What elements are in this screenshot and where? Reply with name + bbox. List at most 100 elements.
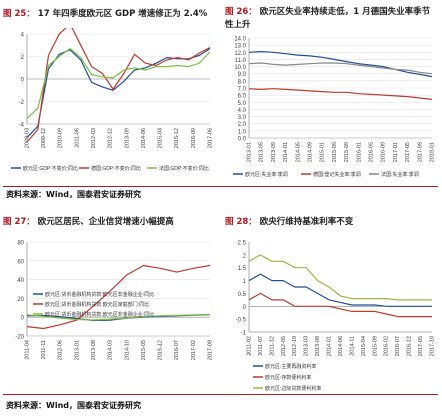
y-tick-label: -2: [19, 100, 25, 106]
x-tick-label: 2015-04: [361, 336, 367, 356]
chart-area: 14.0 13.0 12.0 11.0 10.0 9.0 8.0 7.0 6.0 5.0 4.0 3.…: [225, 34, 438, 184]
source-note-top: 资料来源：Wind，国泰君安证券研究: [6, 190, 141, 199]
x-tick-label: 2012-12: [108, 128, 114, 148]
series-line: [26, 313, 211, 321]
x-tick-label: 2018-01: [429, 142, 435, 162]
x-tick-label: 2015-01: [320, 142, 326, 162]
x-tick-label: 2012-06: [58, 340, 64, 360]
y-tick-label: 4.0: [238, 108, 247, 114]
x-tick-label: 2017-05: [405, 142, 411, 162]
y-tick-label: 6.0: [238, 94, 247, 100]
chart-svg: 14.013.012.011.010.09.08.0 7.06.05.04.03.…: [233, 37, 435, 178]
y-tick-label: 9.0: [238, 72, 247, 78]
legend-label: 欧元区:存款便利利率: [265, 374, 311, 381]
series-1: [26, 28, 211, 143]
series-line: [26, 48, 211, 119]
y-tick-label: 10.0: [234, 65, 246, 71]
x-tick-label: 2016-07: [395, 336, 401, 356]
panel-fig28: 图 28： 欧央行维持基准利率不变 2.5 2 1.5 1 0.5 0 -0.5 -1 2011-…: [225, 214, 438, 391]
x-tick-label: 2016-05: [368, 142, 374, 162]
legend-label: 欧元区:失业率:季调: [245, 171, 288, 178]
y-tick-label: 11.0: [235, 58, 247, 64]
x-tick-label: 2013-01: [74, 340, 80, 360]
x-tick-label: 2013-03: [304, 336, 310, 356]
chart-area: 4 2 0 -2 -4 2009-03 2009-12 2010-09 2011-06 2012-…: [3, 28, 216, 184]
x-tick-label: 2011-06: [74, 128, 80, 148]
y-tick-label: 3.0: [238, 115, 247, 121]
y-tick-label: -20: [15, 335, 24, 341]
x-tick-label: 2009-12: [41, 128, 47, 148]
series-line: [26, 28, 211, 143]
x-tick-label: 2015-03: [158, 128, 164, 148]
x-tick-label: 2015-12: [158, 340, 164, 360]
legend-item: 欧元区:失业率:季调: [233, 171, 288, 178]
legend-label: 欧元区:货币金融机构贷款:欧元区非金融企业:同比: [45, 291, 154, 298]
x-tick-label: 2010-09: [58, 128, 64, 148]
x-tick-label: 2015-09: [344, 142, 350, 162]
legend-item: 欧元区:GDP:不变价:同比: [11, 165, 78, 172]
y-tick-label: 13.0: [234, 44, 246, 50]
x-tick-label: 2017-05: [418, 336, 424, 356]
legend-label: 欧元区:主要再融资利率: [265, 363, 316, 370]
series-2: [26, 48, 211, 119]
y-tick-label: 2.0: [238, 122, 247, 128]
legend-item: 欧元区:货币金融机构贷款:欧元区家庭部门:同比: [33, 301, 149, 308]
x-tick-label: 2011-02: [246, 336, 252, 356]
x-tick-label: 2013-09: [124, 128, 130, 148]
x-tick-label: 2013-09: [271, 142, 277, 162]
x-tick-label: 2012-03: [91, 128, 97, 148]
x-tick-label: 2014-01: [327, 336, 333, 356]
chart-title: 图 28： 欧央行维持基准利率不变: [225, 214, 438, 230]
x-tick-label: 2011-07: [258, 336, 264, 356]
y-tick-label: 1: [243, 279, 247, 285]
y-tick-label: 80: [17, 241, 24, 247]
x-tick-label: 2017-09: [207, 340, 213, 360]
legend-item: 法国:GDP:不变价:同比: [147, 165, 209, 172]
series-line: [248, 62, 433, 75]
x-tick-label: 2016-12: [407, 336, 413, 356]
x-tick-label: 2014-05: [295, 142, 301, 162]
x-tick-label: 2015-05: [141, 340, 147, 360]
y-tick-label: 20: [17, 297, 24, 303]
series-line: [248, 51, 433, 78]
legend-item: 法国:失业率:季调: [369, 171, 419, 178]
divider-bottom: [3, 394, 438, 395]
x-tick-label: 2017-09: [417, 142, 423, 162]
chart-area: 2.5 2 1.5 1 0.5 0 -0.5 -1 2011-02 2011-07 2011-12 2…: [225, 236, 438, 391]
x-tick-label: 2014-03: [108, 340, 114, 360]
x-tick-label: 2014-06: [141, 128, 147, 148]
legend-item: 欧元区:存款便利利率: [253, 374, 311, 381]
y-tick-label: 0: [243, 305, 247, 311]
x-tick-label: 2016-01: [356, 142, 362, 162]
chart-title: 图 25： 17 年四季度欧元区 GDP 增速修正为 2.4%: [3, 6, 216, 22]
title-text: 17 年四季度欧元区 GDP 增速修正为 2.4%: [37, 9, 208, 19]
chart-area: 80 60 40 20 0 -20 2011-04 2011-11 2012-06 2013-01…: [3, 236, 216, 391]
x-tick-label: 2014-10: [124, 340, 130, 360]
x-tick-label: 2017-02: [191, 340, 197, 360]
legend-label: 欧元区:边际贷款便利利率: [265, 385, 321, 391]
x-tick-label: 2016-02: [384, 336, 390, 356]
x-tick-label: 2011-11: [41, 340, 47, 359]
y-tick-label: 14.0: [234, 37, 246, 43]
series-0: [248, 273, 433, 307]
y-tick-label: 0: [21, 78, 25, 84]
legend-label: 法国:失业率:季调: [381, 171, 419, 178]
x-tick-label: 2013-08: [91, 340, 97, 360]
y-tick-label: 2: [243, 253, 247, 259]
series-line: [248, 254, 432, 301]
figure-label: 图 25：: [3, 9, 35, 19]
series-2: [26, 313, 211, 321]
x-tick-label: 2016-07: [174, 340, 180, 360]
x-tick-label: 2011-12: [269, 336, 275, 356]
series-line: [248, 273, 432, 307]
y-tick-label: 2: [21, 55, 25, 61]
x-tick-label: 2012-10: [292, 336, 298, 356]
figure-label: 图 26：: [225, 7, 257, 17]
y-tick-label: 12.0: [234, 51, 246, 57]
legend-label: 欧元区:货币金融机构贷款:欧元区家庭部门:同比: [45, 301, 149, 308]
y-tick-label: 4: [21, 33, 25, 39]
x-tick-label: 2016-09: [191, 128, 197, 148]
